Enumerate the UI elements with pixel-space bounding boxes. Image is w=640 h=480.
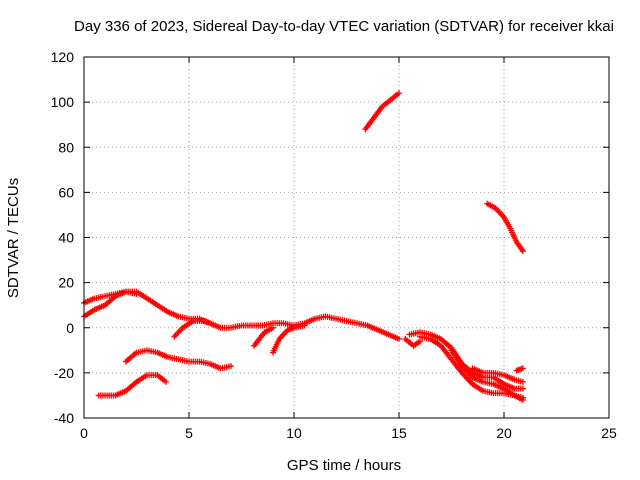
data-series-track-n [362,90,402,133]
y-tick-label: 100 [51,94,75,110]
x-axis-title: GPS time / hours [287,457,401,474]
x-tick-label: 5 [185,425,193,441]
x-tick-labels: 0 5 10 15 20 25 [80,425,617,441]
data-series-track-f [251,324,276,349]
data-series-track-e [95,372,169,399]
data-series-track-c [171,317,213,340]
data-point [519,365,526,372]
y-tick-label: 40 [58,230,74,246]
y-tick-label: 0 [66,320,74,336]
x-tick-label: 20 [496,425,512,441]
data-point [301,322,308,329]
data-series-track-a [81,288,402,343]
data-point [162,378,169,385]
data-point [207,320,213,327]
data-point [396,90,402,97]
x-tick-label: 10 [286,425,302,441]
data-series-track-d [123,347,234,372]
data-point [519,385,526,392]
y-tick-label: 60 [58,184,74,200]
y-tick-label: -20 [54,365,74,381]
data-point [396,336,402,343]
data-series-track-m [513,365,526,374]
data-series-track-l [469,365,526,385]
x-tick-label: 15 [391,425,407,441]
data-series-track-o [484,200,526,255]
chart-title: Day 336 of 2023, Sidereal Day-to-day VTE… [74,18,614,35]
x-tick-label: 25 [601,425,617,441]
y-tick-label: 20 [58,275,74,291]
data-series-track-b [81,288,140,306]
data-series-track-g [270,322,308,356]
data-point [270,324,276,331]
x-tick-label: 0 [80,425,88,441]
data-point [519,378,526,385]
data-series-track-k [448,347,526,403]
data-point [228,363,234,370]
data-point [519,396,526,403]
plot-frame [83,56,610,419]
data-point [519,248,526,255]
y-tick-label: -40 [54,410,74,426]
data-point [133,290,140,297]
grid-lines [84,57,609,418]
y-tick-labels: -40 -20 0 20 40 60 80 100 120 [51,49,75,426]
axis-ticks [83,56,610,419]
y-axis-title: SDTVAR / TECUs [5,178,22,298]
y-tick-label: 80 [58,139,74,155]
data-series-track-h [402,336,423,349]
data-points [81,90,526,403]
y-tick-label: 120 [51,49,75,65]
